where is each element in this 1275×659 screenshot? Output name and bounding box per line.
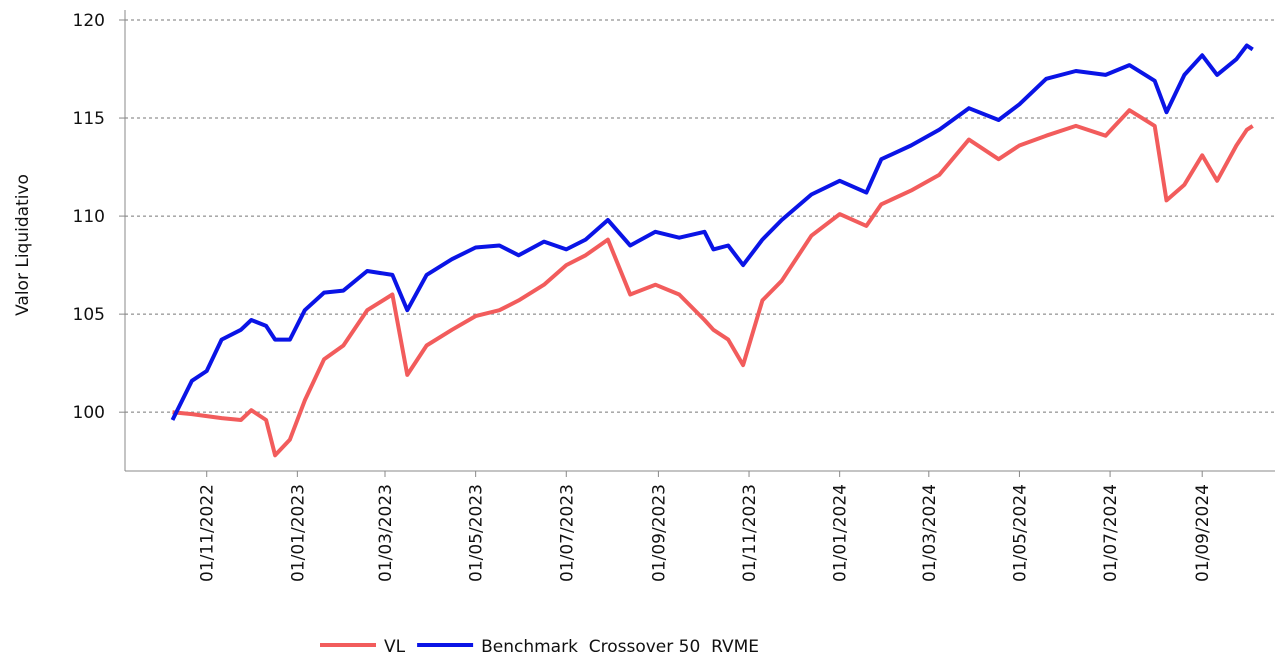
y-tick-label: 120 [73, 11, 105, 31]
x-tick-label: 01/07/2023 [557, 484, 577, 582]
x-tick-label: 01/01/2023 [288, 484, 308, 582]
y-tick-label: 100 [73, 403, 105, 423]
line-series [170, 43, 1254, 421]
x-tick-label: 01/05/2024 [1010, 484, 1030, 582]
x-tick-label: 01/05/2023 [467, 484, 487, 582]
x-tick-label: 01/03/2024 [920, 484, 940, 582]
x-tick-label: 01/09/2023 [649, 484, 669, 582]
x-tick-label: 01/01/2024 [831, 484, 851, 582]
x-tick-label: 01/03/2023 [376, 484, 396, 582]
y-tick-label: 105 [73, 305, 105, 325]
x-tick-label: 01/11/2023 [740, 484, 760, 582]
y-axis-label: Valor Liquidativo [13, 174, 33, 316]
x-tick-label: 01/09/2024 [1193, 484, 1213, 582]
legend-label: VL [384, 637, 406, 657]
y-tick-label: 115 [73, 109, 105, 129]
y-tick-label: 110 [73, 207, 105, 227]
x-tick-label: 01/07/2024 [1101, 484, 1121, 582]
legend-label: Benchmark Crossover 50 RVME [481, 637, 759, 657]
line-series [172, 108, 1254, 458]
x-tick-label: 01/11/2022 [198, 484, 218, 582]
